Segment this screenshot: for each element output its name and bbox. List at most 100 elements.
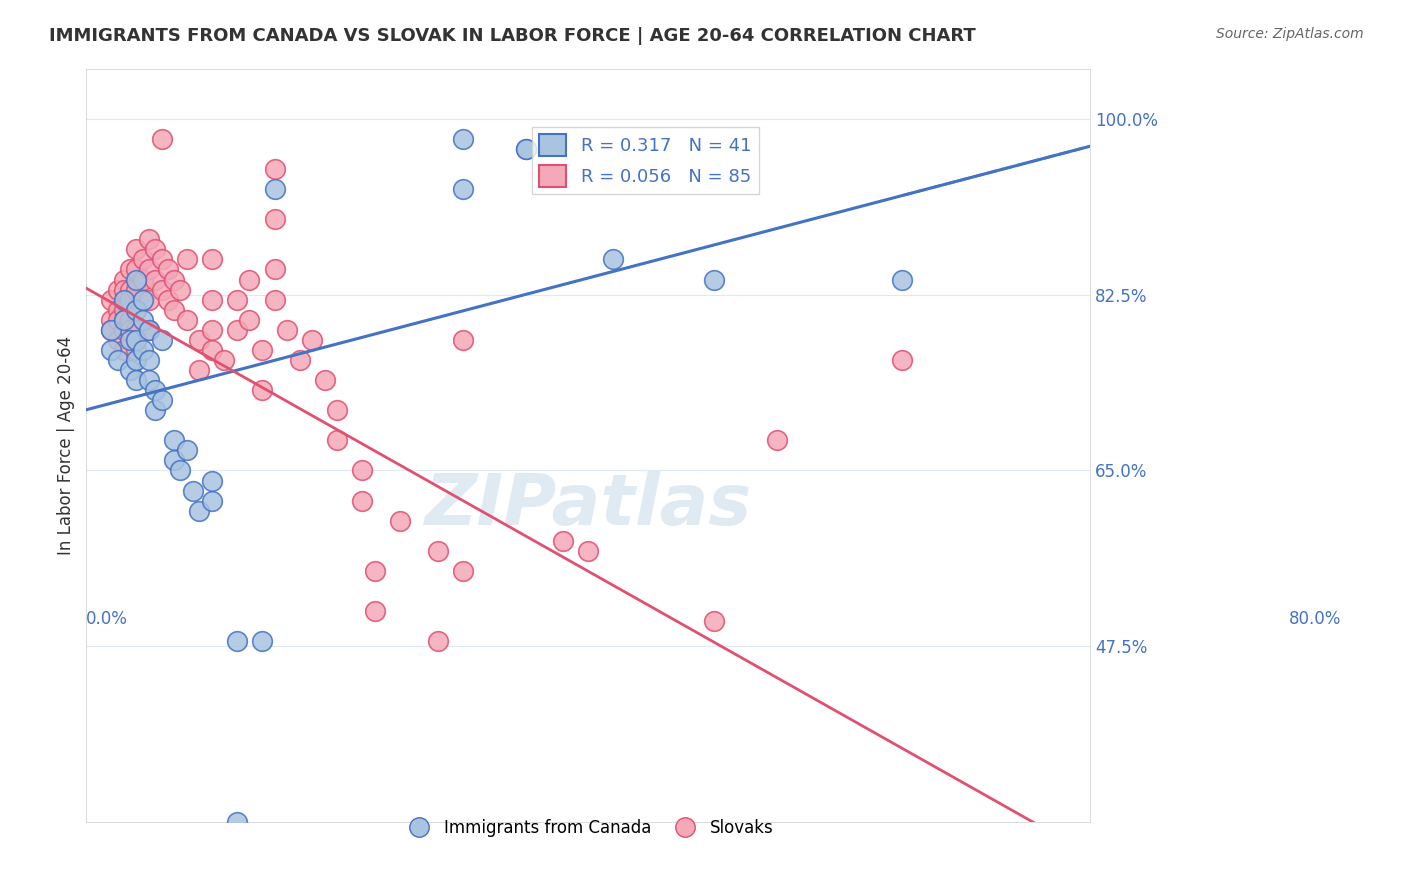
Point [125, 343, 148, 357]
Point [107, 283, 129, 297]
Point [107, 353, 129, 368]
Point [156, 293, 179, 307]
Point [188, 333, 211, 347]
Point [100, 312, 122, 326]
Point [138, 323, 160, 337]
Point [602, 252, 624, 267]
Point [201, 343, 224, 357]
Point [132, 312, 155, 326]
Point [125, 302, 148, 317]
Point [125, 353, 148, 368]
Point [176, 312, 198, 326]
Point [100, 343, 122, 357]
Point [765, 434, 787, 448]
Point [138, 373, 160, 387]
Point [263, 293, 285, 307]
Point [451, 132, 474, 146]
Point [288, 353, 311, 368]
Point [125, 272, 148, 286]
Point [263, 182, 285, 196]
Point [107, 312, 129, 326]
Point [169, 283, 191, 297]
Point [201, 474, 224, 488]
Point [112, 312, 135, 326]
Y-axis label: In Labor Force | Age 20-64: In Labor Force | Age 20-64 [58, 335, 75, 555]
Point [125, 262, 148, 277]
Point [125, 323, 148, 337]
Point [132, 343, 155, 357]
Point [703, 272, 725, 286]
Point [238, 312, 260, 326]
Point [426, 634, 449, 648]
Point [138, 262, 160, 277]
Point [250, 634, 273, 648]
Point [201, 493, 224, 508]
Point [169, 463, 191, 477]
Point [120, 323, 142, 337]
Point [176, 252, 198, 267]
Point [301, 333, 323, 347]
Legend: Immigrants from Canada, Slovaks: Immigrants from Canada, Slovaks [396, 813, 780, 844]
Point [138, 232, 160, 246]
Point [112, 283, 135, 297]
Text: 0.0%: 0.0% [86, 610, 128, 628]
Point [515, 142, 537, 156]
Point [107, 333, 129, 347]
Point [132, 252, 155, 267]
Point [125, 283, 148, 297]
Point [163, 434, 186, 448]
Point [451, 333, 474, 347]
Point [138, 353, 160, 368]
Point [352, 463, 374, 477]
Point [163, 272, 186, 286]
Point [326, 434, 349, 448]
Point [263, 212, 285, 227]
Point [263, 161, 285, 176]
Point [163, 453, 186, 467]
Point [100, 323, 122, 337]
Point [107, 302, 129, 317]
Point [451, 564, 474, 578]
Point [226, 634, 249, 648]
Point [125, 243, 148, 257]
Point [226, 323, 249, 337]
Point [143, 383, 166, 397]
Point [120, 312, 142, 326]
Point [132, 293, 155, 307]
Point [143, 243, 166, 257]
Point [112, 293, 135, 307]
Point [364, 604, 387, 618]
Point [143, 272, 166, 286]
Point [238, 272, 260, 286]
Point [250, 383, 273, 397]
Point [891, 272, 914, 286]
Point [891, 353, 914, 368]
Point [156, 262, 179, 277]
Point [201, 323, 224, 337]
Point [188, 503, 211, 517]
Point [120, 363, 142, 377]
Point [132, 272, 155, 286]
Point [138, 293, 160, 307]
Point [100, 293, 122, 307]
Point [112, 302, 135, 317]
Point [451, 182, 474, 196]
Point [703, 614, 725, 628]
Point [120, 333, 142, 347]
Point [553, 533, 575, 548]
Point [150, 333, 173, 347]
Point [226, 815, 249, 830]
Point [150, 393, 173, 408]
Point [120, 293, 142, 307]
Text: Source: ZipAtlas.com: Source: ZipAtlas.com [1216, 27, 1364, 41]
Point [163, 302, 186, 317]
Point [263, 262, 285, 277]
Point [364, 564, 387, 578]
Point [112, 312, 135, 326]
Point [150, 283, 173, 297]
Point [214, 353, 236, 368]
Point [188, 363, 211, 377]
Point [389, 514, 412, 528]
Point [125, 302, 148, 317]
Point [226, 293, 249, 307]
